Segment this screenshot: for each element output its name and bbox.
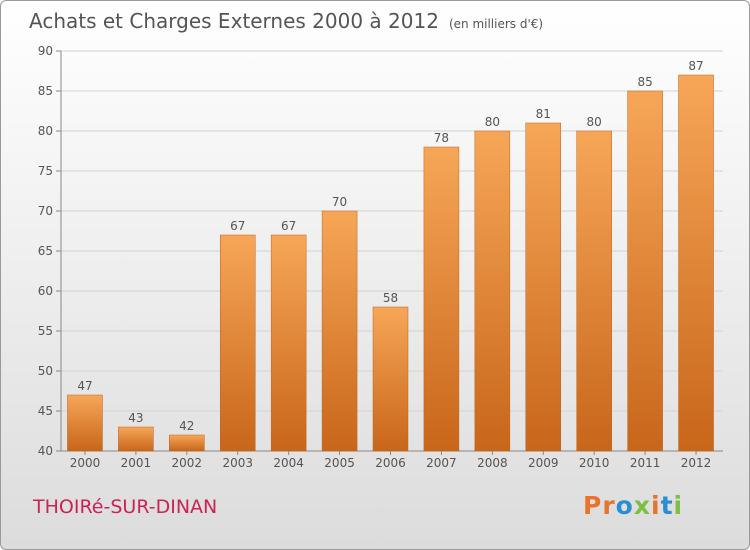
data-label-2002: 42 bbox=[179, 419, 194, 433]
y-tick-label: 70 bbox=[38, 204, 53, 218]
x-tick-label-2011: 2011 bbox=[630, 456, 661, 470]
y-tick-label: 55 bbox=[38, 324, 53, 338]
y-tick-label: 45 bbox=[38, 404, 53, 418]
data-label-2006: 58 bbox=[383, 291, 398, 305]
data-label-2004: 67 bbox=[281, 219, 296, 233]
data-label-2012: 87 bbox=[688, 59, 703, 73]
bar-2012 bbox=[678, 74, 714, 452]
x-tick-label-2004: 2004 bbox=[273, 456, 304, 470]
y-tick-label: 60 bbox=[38, 284, 53, 298]
data-label-2005: 70 bbox=[332, 195, 347, 209]
logo-letter: i bbox=[673, 491, 684, 520]
bar-2009 bbox=[525, 122, 562, 452]
x-tick-label-2008: 2008 bbox=[477, 456, 508, 470]
y-tick-label: 80 bbox=[38, 124, 53, 138]
data-label-2011: 85 bbox=[637, 75, 652, 89]
data-label-2010: 80 bbox=[587, 115, 602, 129]
location-label: THOIRé-SUR-DINAN bbox=[33, 496, 218, 518]
bar-2008 bbox=[474, 130, 511, 452]
y-tick-label: 65 bbox=[38, 244, 53, 258]
bar-2001 bbox=[118, 426, 154, 452]
bar-2004 bbox=[270, 234, 307, 452]
x-tick-label-2007: 2007 bbox=[426, 456, 457, 470]
data-label-2000: 47 bbox=[77, 379, 92, 393]
y-tick-label: 40 bbox=[38, 444, 53, 458]
x-tick-label-2003: 2003 bbox=[222, 456, 253, 470]
bar-2011 bbox=[627, 90, 663, 452]
bar-2005 bbox=[321, 210, 358, 452]
bar-2002 bbox=[169, 434, 205, 452]
bar-2003 bbox=[219, 234, 256, 452]
bar-2007 bbox=[423, 146, 460, 452]
logo-letter: i bbox=[651, 491, 661, 520]
chart-unit: (en milliers d'€) bbox=[448, 17, 544, 31]
data-label-2008: 80 bbox=[485, 115, 500, 129]
x-tick-label-2006: 2006 bbox=[375, 456, 406, 470]
x-tick-label-2010: 2010 bbox=[579, 456, 610, 470]
data-label-2001: 43 bbox=[128, 411, 143, 425]
x-tick-label-2002: 2002 bbox=[172, 456, 203, 470]
y-tick-label: 90 bbox=[38, 44, 53, 58]
logo-letter: P bbox=[583, 491, 603, 520]
x-tick-label-2009: 2009 bbox=[528, 456, 559, 470]
chart-title: Achats et Charges Externes 2000 à 2012 (e… bbox=[29, 9, 543, 33]
bar-2000 bbox=[67, 394, 103, 452]
x-tick-label-2012: 2012 bbox=[681, 456, 712, 470]
y-tick-label: 75 bbox=[38, 164, 53, 178]
x-tick-label-2001: 2001 bbox=[121, 456, 152, 470]
x-tick-label-2000: 2000 bbox=[70, 456, 101, 470]
logo-letter: x bbox=[633, 491, 651, 520]
y-tick-label: 50 bbox=[38, 364, 53, 378]
proxiti-logo[interactable]: Proxiti bbox=[583, 491, 683, 520]
axes: 40 45 50 55 60 65 70 75 80 85 90 2000 2001 2002 2003 20… bbox=[38, 44, 723, 470]
logo-letter: o bbox=[615, 491, 634, 520]
bar-2010 bbox=[576, 130, 612, 452]
data-label-2003: 67 bbox=[230, 219, 245, 233]
chart-title-text: Achats et Charges Externes 2000 à 2012 bbox=[29, 9, 439, 33]
y-tick-label: 85 bbox=[38, 84, 53, 98]
data-label-2007: 78 bbox=[434, 131, 449, 145]
bars bbox=[67, 74, 714, 452]
data-label-2009: 81 bbox=[536, 107, 551, 121]
data-labels: 47 43 42 67 67 70 58 78 80 81 80 85 87 bbox=[77, 59, 703, 433]
x-tick-label-2005: 2005 bbox=[324, 456, 355, 470]
bar-2006 bbox=[372, 306, 409, 452]
logo-letter: r bbox=[602, 491, 616, 520]
logo-letter: t bbox=[660, 491, 674, 520]
